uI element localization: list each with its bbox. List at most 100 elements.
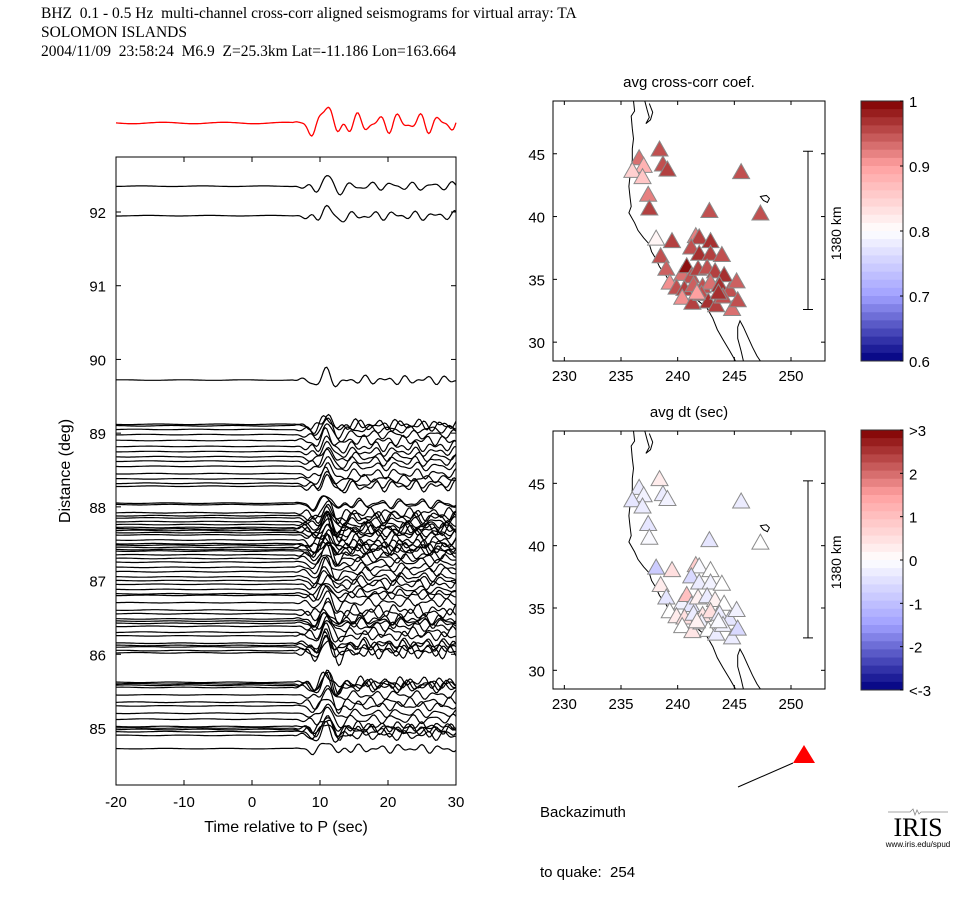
station-marker bbox=[633, 497, 652, 514]
seismogram-trace bbox=[116, 495, 457, 511]
colorbar-segment bbox=[861, 157, 903, 167]
seismogram-trace bbox=[116, 366, 457, 388]
station-marker bbox=[727, 600, 746, 617]
seismogram-trace bbox=[115, 685, 457, 701]
station-marker bbox=[728, 619, 748, 636]
seismogram-trace bbox=[116, 724, 457, 740]
y-tick-label: 40 bbox=[528, 539, 545, 556]
x-tick-label: 230 bbox=[552, 368, 577, 385]
colorbar-tick-label: 0 bbox=[909, 553, 917, 570]
seismogram-trace bbox=[115, 612, 457, 632]
colorbar-segment bbox=[861, 222, 903, 232]
colorbar-segment bbox=[861, 495, 903, 504]
iris-logo[interactable]: IRIS www.iris.edu/spud bbox=[872, 808, 964, 849]
seismogram-trace bbox=[116, 570, 457, 589]
station-marker bbox=[662, 231, 682, 249]
colorbar-segment bbox=[861, 247, 903, 256]
station-marker bbox=[731, 162, 751, 180]
station-marker bbox=[731, 492, 751, 509]
seismogram-trace bbox=[115, 503, 457, 523]
station-marker bbox=[658, 160, 677, 177]
cross-corr-map: avg cross-corr coef. 230 235 240 245 250 30 35… bbox=[528, 74, 930, 385]
x-tick-label: 0 bbox=[248, 794, 256, 811]
scale-bar-label: 1380 km bbox=[828, 207, 844, 261]
seismogram-trace bbox=[116, 473, 457, 494]
station-marker bbox=[672, 288, 692, 305]
seismogram-trace bbox=[116, 423, 457, 443]
x-tick-label: 240 bbox=[665, 368, 690, 385]
map-content bbox=[622, 101, 771, 361]
seismogram-trace bbox=[116, 414, 457, 435]
seismogram-traces bbox=[115, 174, 457, 756]
seismogram-trace bbox=[116, 466, 457, 485]
x-tick-label: 245 bbox=[722, 696, 747, 713]
colorbar-segment bbox=[861, 141, 903, 151]
map-frame bbox=[552, 100, 826, 362]
station-marker bbox=[622, 490, 642, 508]
colorbar-segment bbox=[861, 543, 903, 553]
y-tick-label: 85 bbox=[89, 721, 106, 738]
seismogram-trace bbox=[116, 634, 457, 659]
colorbar-tick-label: 2 bbox=[909, 466, 917, 483]
colorbar-segment bbox=[861, 592, 903, 602]
seismogram-trace bbox=[115, 615, 457, 633]
station-marker bbox=[751, 533, 770, 550]
station-marker bbox=[687, 283, 707, 300]
baja-coastline bbox=[737, 647, 761, 689]
seismogram-trace bbox=[115, 582, 457, 596]
colorbar-segment bbox=[861, 527, 903, 537]
colorbar-segment bbox=[861, 149, 903, 159]
seismogram-trace bbox=[116, 523, 457, 542]
seismogram-trace bbox=[116, 505, 457, 526]
colorbar-segment bbox=[861, 608, 903, 618]
seismogram-trace bbox=[115, 462, 457, 480]
scale-bar-label: 1380 km bbox=[828, 536, 844, 590]
x-tick-label: 250 bbox=[778, 368, 803, 385]
colorbar-segment bbox=[861, 560, 903, 569]
colorbar-segment bbox=[861, 503, 903, 512]
colorbar-segment bbox=[861, 681, 903, 691]
dt-map: avg dt (sec) 230 235 240 245 250 30 35 40 45 1380… bbox=[528, 404, 931, 713]
seismogram-trace bbox=[116, 543, 457, 567]
seismogram-trace bbox=[116, 456, 457, 472]
seismogram-trace bbox=[115, 719, 457, 734]
colorbar-tick-label: 0.8 bbox=[909, 224, 930, 241]
seismogram-trace bbox=[116, 671, 457, 696]
seismogram-trace bbox=[116, 720, 457, 744]
cross-corr-map-title: avg cross-corr coef. bbox=[623, 74, 755, 91]
colorbar-segment bbox=[861, 470, 903, 480]
colorbar-segment bbox=[861, 486, 903, 496]
colorbar-segment bbox=[861, 673, 903, 683]
station-marker bbox=[689, 573, 709, 590]
colorbar-segment bbox=[861, 649, 903, 658]
station-marker bbox=[639, 199, 659, 216]
colorbar-segment bbox=[861, 109, 903, 118]
colorbar-segment bbox=[861, 320, 903, 329]
colorbar-segment bbox=[861, 584, 903, 593]
backazimuth-label-line1: Backazimuth bbox=[540, 804, 626, 821]
colorbar-tick-label: -1 bbox=[909, 596, 922, 613]
colorbar-segment bbox=[861, 519, 903, 528]
seismogram-trace bbox=[116, 619, 457, 643]
colorbar-segment bbox=[861, 166, 903, 175]
section-x-axis-label: Time relative to P (sec) bbox=[204, 819, 368, 836]
colorbar-segment bbox=[861, 239, 903, 248]
seismogram-trace bbox=[116, 590, 457, 613]
colorbar-segment bbox=[861, 231, 903, 240]
station-marker bbox=[701, 244, 720, 261]
x-tick-label: 250 bbox=[778, 696, 803, 713]
y-tick-label: 30 bbox=[528, 663, 545, 680]
seismogram-trace bbox=[116, 600, 457, 626]
y-tick-label: 91 bbox=[89, 279, 106, 296]
colorbar-segment bbox=[861, 454, 903, 463]
station-marker bbox=[689, 244, 709, 261]
seismogram-trace bbox=[116, 511, 457, 537]
x-tick-label: 230 bbox=[552, 696, 577, 713]
seismogram-trace bbox=[115, 556, 457, 575]
map-frame bbox=[552, 430, 826, 690]
colorbar-segment bbox=[861, 328, 903, 338]
colorbar-segment bbox=[861, 336, 903, 346]
station-marker bbox=[706, 295, 726, 313]
seismogram-trace bbox=[115, 671, 457, 691]
station-marker bbox=[639, 528, 659, 545]
